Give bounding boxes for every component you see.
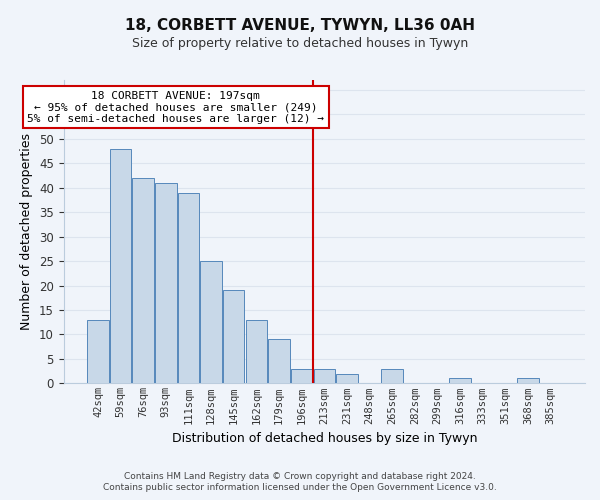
Text: Contains public sector information licensed under the Open Government Licence v3: Contains public sector information licen…: [103, 484, 497, 492]
Text: Size of property relative to detached houses in Tywyn: Size of property relative to detached ho…: [132, 38, 468, 51]
Bar: [200, 261, 222, 384]
Y-axis label: Number of detached properties: Number of detached properties: [20, 133, 34, 330]
Bar: [223, 290, 244, 384]
Bar: [291, 368, 313, 384]
Bar: [155, 183, 176, 384]
Bar: [382, 368, 403, 384]
Bar: [314, 368, 335, 384]
Text: 18 CORBETT AVENUE: 197sqm
← 95% of detached houses are smaller (249)
5% of semi-: 18 CORBETT AVENUE: 197sqm ← 95% of detac…: [27, 90, 324, 124]
Bar: [87, 320, 109, 384]
Text: 18, CORBETT AVENUE, TYWYN, LL36 0AH: 18, CORBETT AVENUE, TYWYN, LL36 0AH: [125, 18, 475, 32]
Bar: [449, 378, 471, 384]
Bar: [245, 320, 267, 384]
Bar: [268, 340, 290, 384]
Bar: [110, 148, 131, 384]
Bar: [336, 374, 358, 384]
X-axis label: Distribution of detached houses by size in Tywyn: Distribution of detached houses by size …: [172, 432, 477, 445]
Bar: [178, 192, 199, 384]
Bar: [133, 178, 154, 384]
Text: Contains HM Land Registry data © Crown copyright and database right 2024.: Contains HM Land Registry data © Crown c…: [124, 472, 476, 481]
Bar: [517, 378, 539, 384]
